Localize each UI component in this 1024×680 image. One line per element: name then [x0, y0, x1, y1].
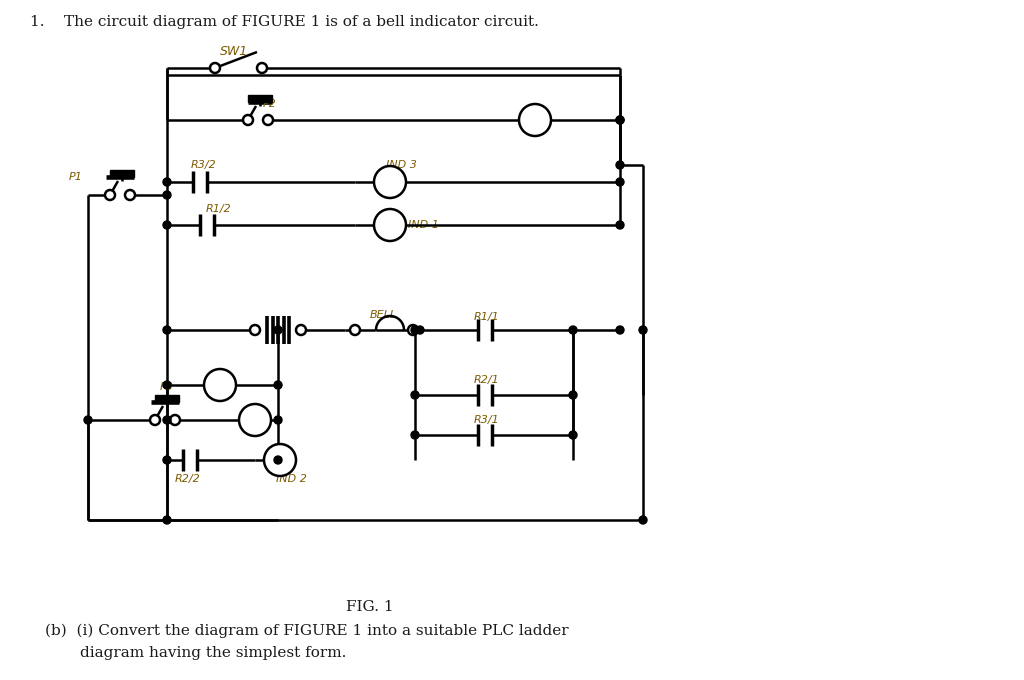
Circle shape — [616, 178, 624, 186]
Circle shape — [616, 221, 624, 229]
Circle shape — [163, 516, 171, 524]
Circle shape — [274, 456, 282, 464]
Circle shape — [274, 416, 282, 424]
Text: P3: P3 — [160, 382, 174, 392]
Circle shape — [84, 416, 92, 424]
Circle shape — [296, 325, 306, 335]
Circle shape — [274, 381, 282, 389]
Circle shape — [411, 431, 419, 439]
Circle shape — [616, 161, 624, 169]
Circle shape — [411, 326, 419, 334]
Circle shape — [163, 191, 171, 199]
Circle shape — [616, 116, 624, 124]
Circle shape — [163, 221, 171, 229]
Text: R1/2: R1/2 — [206, 204, 231, 214]
Circle shape — [411, 391, 419, 399]
Text: IND 2: IND 2 — [276, 474, 307, 484]
Text: IND 1: IND 1 — [408, 220, 439, 230]
Circle shape — [374, 209, 406, 241]
Text: R1/1: R1/1 — [474, 312, 500, 322]
Text: SW1: SW1 — [220, 45, 248, 58]
Text: FIG. 1: FIG. 1 — [346, 600, 394, 614]
Text: R2/2: R2/2 — [175, 474, 201, 484]
Circle shape — [274, 326, 282, 334]
Circle shape — [163, 416, 171, 424]
Circle shape — [163, 381, 171, 389]
Circle shape — [170, 415, 180, 425]
Bar — [155, 395, 179, 402]
Circle shape — [616, 116, 624, 124]
Text: P1: P1 — [70, 172, 83, 182]
Circle shape — [210, 63, 220, 73]
Circle shape — [374, 166, 406, 198]
Text: R2/1: R2/1 — [474, 375, 500, 385]
Circle shape — [350, 325, 360, 335]
Circle shape — [150, 415, 160, 425]
Text: R1: R1 — [213, 380, 227, 390]
Circle shape — [408, 325, 418, 335]
Circle shape — [250, 325, 260, 335]
Circle shape — [204, 369, 236, 401]
Circle shape — [243, 115, 253, 125]
Text: R2: R2 — [527, 115, 543, 125]
Text: BELL: BELL — [370, 310, 397, 320]
Circle shape — [263, 115, 273, 125]
Circle shape — [264, 444, 296, 476]
Bar — [248, 95, 272, 102]
Circle shape — [125, 190, 135, 200]
Text: 1.    The circuit diagram of FIGURE 1 is of a bell indicator circuit.: 1. The circuit diagram of FIGURE 1 is of… — [30, 15, 539, 29]
Circle shape — [416, 326, 424, 334]
Circle shape — [639, 516, 647, 524]
Circle shape — [257, 63, 267, 73]
Circle shape — [616, 326, 624, 334]
Circle shape — [519, 104, 551, 136]
Circle shape — [163, 326, 171, 334]
Text: R3: R3 — [248, 415, 262, 425]
Text: IND 3: IND 3 — [386, 160, 417, 170]
Circle shape — [163, 456, 171, 464]
Text: (b)  (i) Convert the diagram of FIGURE 1 into a suitable PLC ladder: (b) (i) Convert the diagram of FIGURE 1 … — [45, 624, 568, 639]
Circle shape — [569, 431, 577, 439]
Text: diagram having the simplest form.: diagram having the simplest form. — [80, 646, 346, 660]
Circle shape — [569, 391, 577, 399]
Bar — [110, 170, 134, 177]
Circle shape — [639, 326, 647, 334]
Text: R3/1: R3/1 — [474, 415, 500, 425]
Text: R3/2: R3/2 — [191, 160, 217, 170]
Circle shape — [239, 404, 271, 436]
Circle shape — [105, 190, 115, 200]
Circle shape — [163, 178, 171, 186]
Text: P2: P2 — [263, 99, 276, 109]
Circle shape — [569, 326, 577, 334]
